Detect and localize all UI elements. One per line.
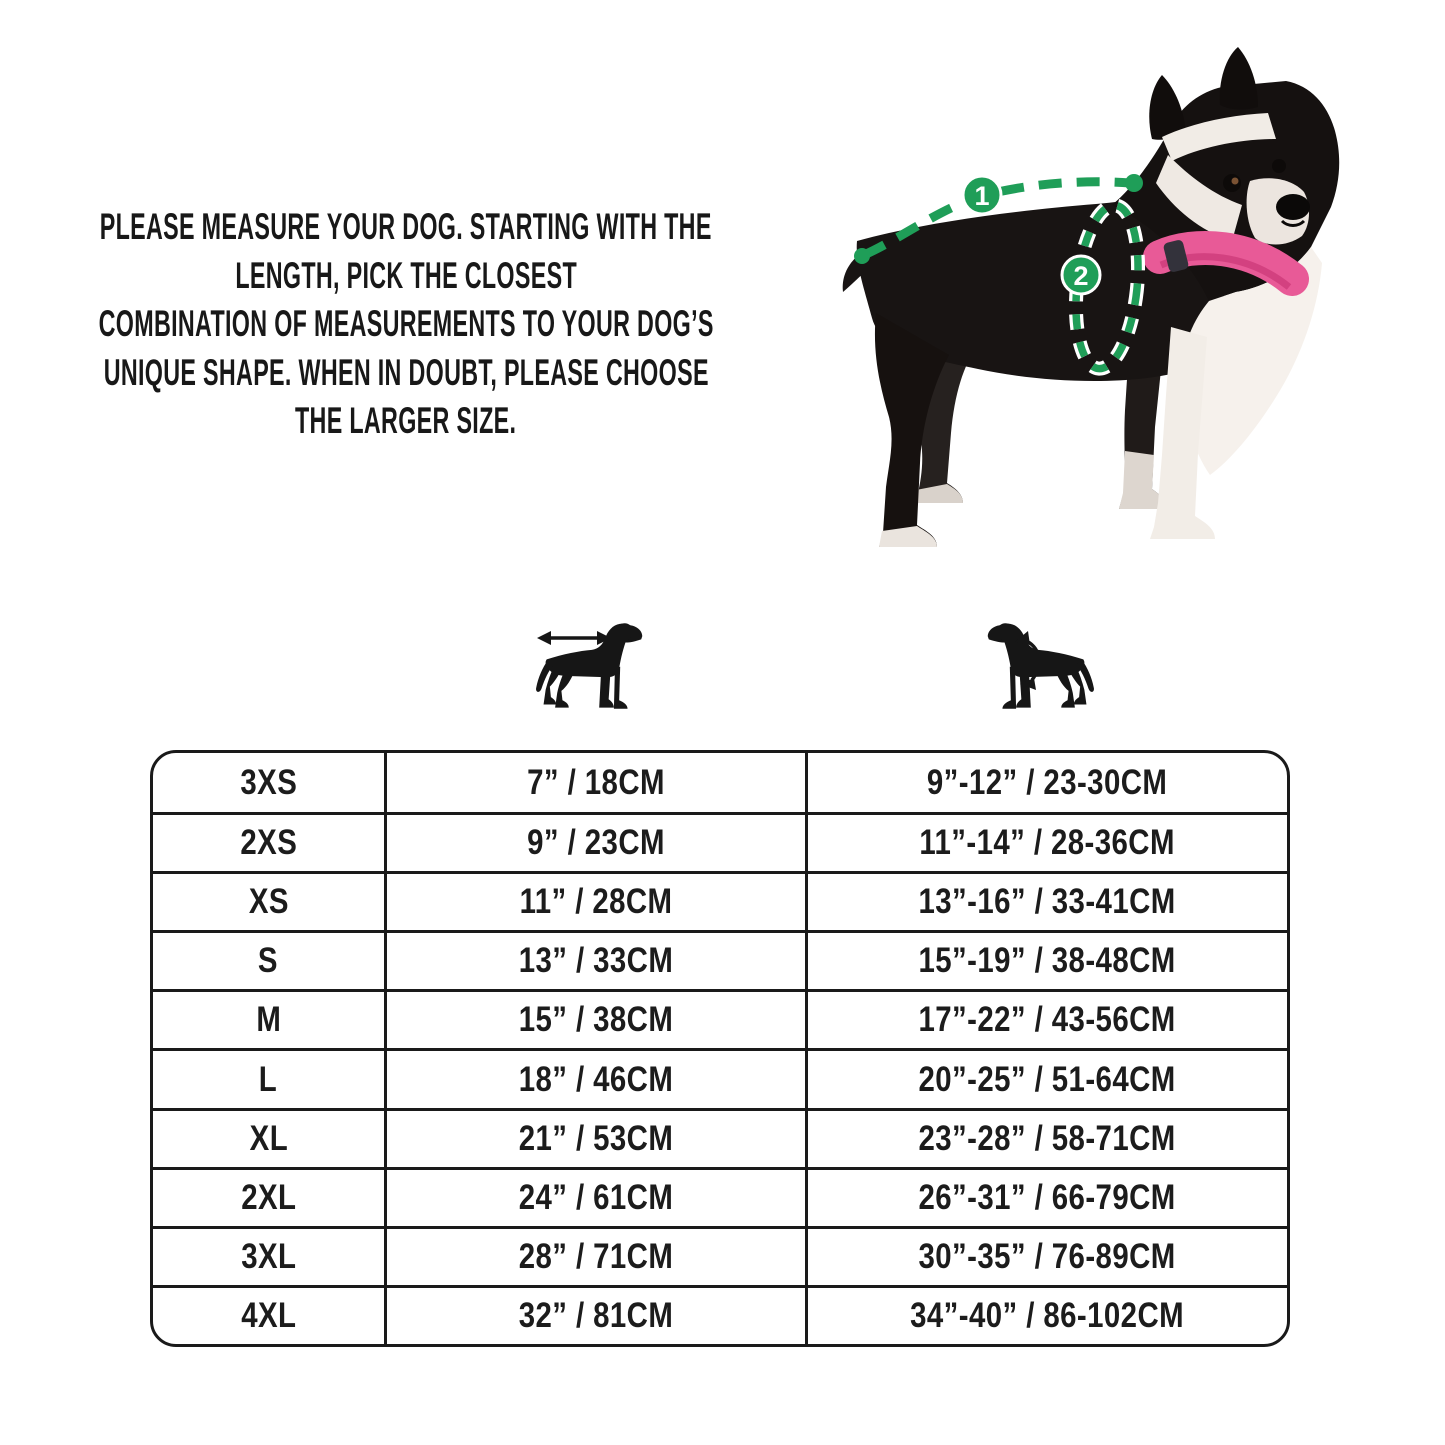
length-cell: 18” / 46CM [383,1048,805,1108]
length-cell: 7” / 18CM [383,753,805,813]
length-cell: 15” / 38CM [383,989,805,1049]
girth-cell: 20”-25” / 51-64CM [804,1048,1287,1108]
size-cell: 3XS [239,762,297,802]
size-cell: 2XL [153,1166,384,1226]
size-cell: 3XL [153,1225,384,1285]
length-arrow-icon [537,631,611,645]
size-chart-table: 3XS 7” / 18CM 9”-12” / 23-30CM 2XS 9” / … [150,750,1290,1347]
size-cell: XL [153,1107,384,1167]
length-cell: 13” / 33CM [383,930,805,990]
instruction-line: UNIQUE SHAPE. WHEN IN DOUBT, PLEASE CHOO… [103,351,709,393]
svg-text:1: 1 [974,181,989,211]
instruction-line: PLEASE MEASURE YOUR DOG. STARTING WITH T… [100,206,712,247]
instruction-line: LENGTH, PICK THE CLOSEST [235,254,577,296]
size-cell: 4XL [153,1284,384,1344]
eye [1223,174,1241,192]
dog-photo: 1 2 [830,35,1430,575]
dog-photo-illustration: 1 2 [842,47,1340,547]
size-cell: S [153,930,384,989]
measure-instructions: PLEASE MEASURE YOUR DOG. STARTING WITH T… [98,203,714,446]
length-cell: 32” / 81CM [383,1284,805,1344]
girth-arrow-icon [1015,631,1041,690]
girth-dog-icon [960,598,1110,723]
girth-marker-badge: 2 [1060,254,1102,296]
length-cell: 28” / 71CM [383,1225,805,1285]
length-cell: 21” / 53CM [383,1107,805,1167]
length-cell: 24” / 61CM [383,1166,805,1226]
girth-cell: 17”-22” / 43-56CM [804,989,1287,1049]
girth-cell: 30”-35” / 76-89CM [804,1225,1287,1285]
length-cell: 9” / 23CM [383,812,805,872]
girth-cell: 13”-16” / 33-41CM [804,871,1287,931]
girth-cell: 9”-12” / 23-30CM [804,753,1287,813]
size-cell: M [153,989,384,1048]
svg-text:2: 2 [1073,261,1088,291]
size-cell: XS [153,871,384,930]
nose [1276,194,1310,220]
instruction-line: THE LARGER SIZE. [295,400,517,441]
girth-cell: 26”-31” / 66-79CM [804,1166,1287,1226]
length-cell: 11” / 28CM [383,871,805,931]
length-marker-badge: 1 [961,174,1003,216]
size-cell: 2XS [153,812,384,871]
length-dog-icon [520,598,670,723]
instruction-line: COMBINATION OF MEASUREMENTS TO YOUR DOG’… [98,303,714,344]
girth-cell: 15”-19” / 38-48CM [804,930,1287,990]
girth-measure-ellipse [1068,198,1146,376]
size-cell: L [153,1048,384,1107]
girth-cell: 23”-28” / 58-71CM [804,1107,1287,1167]
girth-cell: 11”-14” / 28-36CM [804,812,1287,872]
girth-cell: 34”-40” / 86-102CM [804,1284,1287,1344]
